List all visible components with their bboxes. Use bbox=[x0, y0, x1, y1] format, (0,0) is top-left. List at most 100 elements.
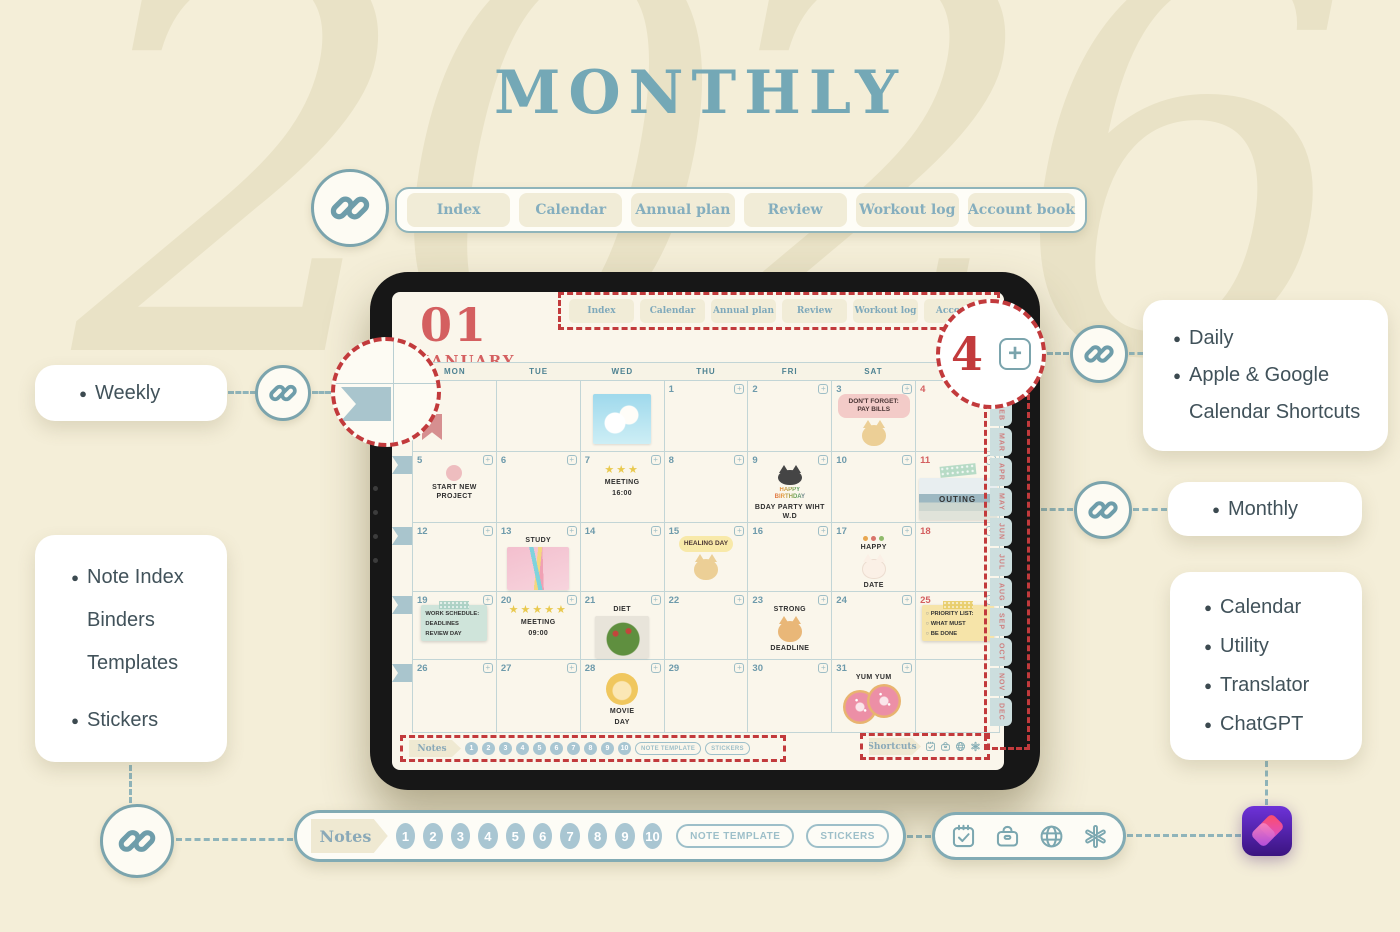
cell-add-button[interactable]: + bbox=[902, 526, 913, 536]
calendar-cell[interactable]: 9 + HAPPY BIRTHDAY BDAY PARTY WIHT W.D bbox=[748, 452, 833, 523]
calendar-cell[interactable]: 19 + WORK SCHEDULE: DEADLINES REVIEW DAY bbox=[413, 592, 497, 660]
week-flag[interactable] bbox=[392, 456, 412, 474]
calendar-cell[interactable] bbox=[580, 381, 665, 452]
cell-add-button[interactable]: + bbox=[902, 455, 913, 465]
week-flag[interactable] bbox=[392, 664, 412, 682]
cell-add-button[interactable]: + bbox=[482, 663, 493, 673]
calendar-cell[interactable]: 31 + YUM YUM bbox=[832, 660, 917, 733]
tablet-nav-tab[interactable]: Review bbox=[782, 299, 847, 323]
month-tab-jul[interactable]: JUL bbox=[990, 548, 1012, 576]
globe-icon[interactable] bbox=[1038, 823, 1065, 850]
tablet-nav-tab[interactable]: Calendar bbox=[640, 299, 705, 323]
cell-add-button[interactable]: + bbox=[566, 526, 577, 536]
calendar-cell[interactable]: 22 + bbox=[664, 592, 749, 660]
top-nav-tab[interactable]: Annual plan bbox=[631, 193, 735, 227]
cell-add-button[interactable]: + bbox=[650, 526, 661, 536]
calendar-check-icon[interactable] bbox=[925, 740, 936, 753]
month-tab-aug[interactable]: AUG bbox=[990, 578, 1012, 606]
stickers-button[interactable]: STICKERS bbox=[705, 742, 750, 755]
cell-add-button[interactable]: + bbox=[818, 595, 829, 605]
week-flag[interactable] bbox=[392, 527, 412, 545]
calendar-cell[interactable]: 20 + ★★★★★ MEETING 09:00 bbox=[496, 592, 581, 660]
cell-add-button[interactable]: + bbox=[734, 595, 745, 605]
cell-add-button[interactable]: + bbox=[482, 455, 493, 465]
note-page-button[interactable]: 7 bbox=[560, 823, 580, 849]
cell-add-button[interactable]: + bbox=[734, 455, 745, 465]
note-page-button[interactable]: 2 bbox=[482, 742, 495, 755]
cell-add-button[interactable]: + bbox=[650, 595, 661, 605]
calendar-cell[interactable]: 10 + bbox=[832, 452, 917, 523]
calendar-cell[interactable]: 15 + HEALING DAY bbox=[664, 523, 749, 592]
note-page-button[interactable]: 10 bbox=[618, 742, 631, 755]
note-page-button[interactable]: 5 bbox=[533, 742, 546, 755]
calendar-cell[interactable]: 6 + bbox=[496, 452, 581, 523]
top-nav-tab[interactable]: Review bbox=[743, 193, 847, 227]
note-page-button[interactable]: 4 bbox=[478, 823, 498, 849]
note-page-button[interactable]: 6 bbox=[550, 742, 563, 755]
note-page-button[interactable]: 6 bbox=[532, 823, 553, 849]
tablet-nav-tab[interactable]: Index bbox=[569, 299, 634, 323]
top-nav-tab[interactable]: Workout log bbox=[855, 193, 959, 227]
calendar-cell[interactable] bbox=[916, 660, 1000, 733]
cell-add-button[interactable]: + bbox=[818, 384, 829, 394]
calendar-cell[interactable]: 28 + MOVIE DAY bbox=[580, 660, 665, 733]
note-page-button[interactable]: 3 bbox=[499, 742, 512, 755]
bag-icon[interactable] bbox=[994, 823, 1021, 850]
month-tab-oct[interactable]: OCT bbox=[990, 638, 1012, 666]
cell-add-button[interactable]: + bbox=[818, 663, 829, 673]
cell-add-button[interactable]: + bbox=[818, 455, 829, 465]
cell-add-button[interactable]: + bbox=[902, 595, 913, 605]
month-tab-nov[interactable]: NOV bbox=[990, 668, 1012, 696]
chatgpt-icon[interactable] bbox=[970, 740, 981, 753]
note-page-button[interactable]: 9 bbox=[601, 742, 614, 755]
calendar-cell[interactable]: 11+OUTING bbox=[916, 452, 1000, 523]
calendar-cell[interactable]: 8 + bbox=[664, 452, 749, 523]
note-page-button[interactable]: 1 bbox=[465, 742, 478, 755]
cell-add-button[interactable]: + bbox=[566, 663, 577, 673]
calendar-cell[interactable]: 13 + STUDY bbox=[496, 523, 581, 592]
cell-add-button[interactable]: + bbox=[482, 595, 493, 605]
add-plus-button[interactable]: + bbox=[999, 338, 1031, 370]
month-tab-mar[interactable]: MAR bbox=[990, 428, 1012, 456]
calendar-cell[interactable]: 1 + bbox=[664, 381, 749, 452]
calendar-cell[interactable]: 21 + DIET bbox=[580, 592, 665, 660]
calendar-cell[interactable]: 12 + bbox=[413, 523, 497, 592]
top-nav-tab[interactable]: Index bbox=[407, 193, 511, 227]
stickers-button[interactable]: STICKERS bbox=[806, 824, 889, 848]
tablet-nav-tab[interactable]: Workout log bbox=[853, 299, 918, 323]
calendar-cell[interactable]: 30 + bbox=[748, 660, 833, 733]
calendar-cell[interactable] bbox=[496, 381, 581, 452]
cell-add-button[interactable]: + bbox=[734, 663, 745, 673]
month-tab-sep[interactable]: SEP bbox=[990, 608, 1012, 636]
calendar-cell[interactable]: 5 + START NEW PROJECT bbox=[413, 452, 497, 523]
cell-add-button[interactable]: + bbox=[566, 455, 577, 465]
note-page-button[interactable]: 8 bbox=[584, 742, 597, 755]
month-tab-apr[interactable]: APR bbox=[990, 458, 1012, 486]
globe-icon[interactable] bbox=[955, 740, 966, 753]
bag-icon[interactable] bbox=[940, 740, 951, 753]
month-tab-jun[interactable]: JUN bbox=[990, 518, 1012, 546]
calendar-cell[interactable]: 23 + STRONG DEADLINE bbox=[748, 592, 833, 660]
calendar-cell[interactable]: 16 + bbox=[748, 523, 833, 592]
calendar-cell[interactable]: 14 + bbox=[580, 523, 665, 592]
cell-add-button[interactable]: + bbox=[650, 455, 661, 465]
cell-add-button[interactable]: + bbox=[650, 663, 661, 673]
calendar-cell[interactable]: 3 + DON'T FORGET: PAY BILLS bbox=[832, 381, 917, 452]
cell-add-button[interactable]: + bbox=[566, 595, 577, 605]
note-template-button[interactable]: NOTE TEMPLATE bbox=[635, 742, 702, 755]
chatgpt-icon[interactable] bbox=[1082, 823, 1109, 850]
note-page-button[interactable]: 5 bbox=[505, 823, 525, 849]
week-flag[interactable] bbox=[392, 596, 412, 614]
cell-add-button[interactable]: + bbox=[902, 384, 913, 394]
calendar-cell[interactable]: 25+PRIORITY LIST:WHAT MUSTBE DONE bbox=[916, 592, 1000, 660]
month-tab-dec[interactable]: DEC bbox=[990, 698, 1012, 726]
calendar-cell[interactable]: 29 + bbox=[664, 660, 749, 733]
apple-shortcuts-app-icon[interactable] bbox=[1242, 806, 1292, 856]
calendar-cell[interactable]: 7 + ★★★ MEETING 16:00 bbox=[580, 452, 665, 523]
note-page-button[interactable]: 1 bbox=[395, 823, 416, 849]
note-page-button[interactable]: 3 bbox=[450, 823, 471, 849]
calendar-cell[interactable]: 26 + bbox=[413, 660, 497, 733]
note-page-button[interactable]: 10 bbox=[642, 823, 663, 849]
note-page-button[interactable]: 4 bbox=[516, 742, 529, 755]
note-template-button[interactable]: NOTE TEMPLATE bbox=[676, 824, 795, 848]
